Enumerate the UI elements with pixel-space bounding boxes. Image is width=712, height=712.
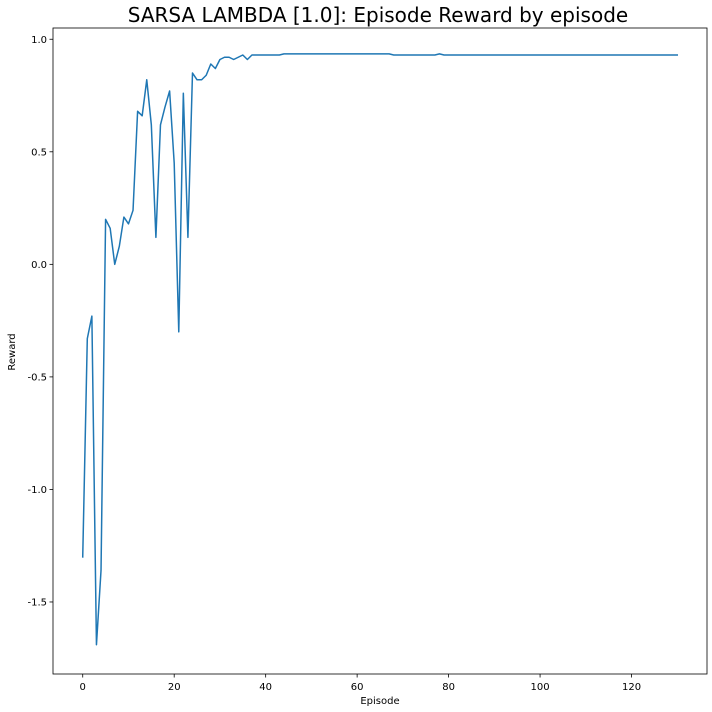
x-tick-label: 20	[168, 682, 181, 693]
x-tick-label: 40	[259, 682, 272, 693]
plot-area	[52, 27, 708, 675]
series-group	[81, 53, 679, 646]
y-tick-label: 0.5	[31, 147, 47, 158]
y-tick-label: 1.0	[31, 35, 47, 46]
y-axis: -1.5 -1.0 -0.5 0.0 0.5 1.0	[27, 35, 53, 608]
y-tick-label: -1.0	[27, 485, 47, 496]
x-axis: 0 20 40 60 80 100 120	[80, 674, 641, 693]
x-tick-label: 120	[622, 682, 641, 693]
x-tick-label: 60	[351, 682, 364, 693]
x-axis-label: Episode	[360, 696, 399, 707]
y-tick-label: -1.5	[27, 597, 47, 608]
series-line-0	[81, 53, 679, 646]
x-tick-label: 0	[80, 682, 86, 693]
y-axis-label: Reward	[7, 333, 18, 370]
chart-title: SARSA LAMBDA [1.0]: Episode Reward by ep…	[128, 3, 628, 27]
y-tick-label: -0.5	[27, 372, 47, 383]
y-tick-label: 0.0	[31, 260, 47, 271]
x-tick-label: 80	[442, 682, 455, 693]
x-tick-label: 100	[531, 682, 550, 693]
axes-frame	[52, 27, 708, 675]
